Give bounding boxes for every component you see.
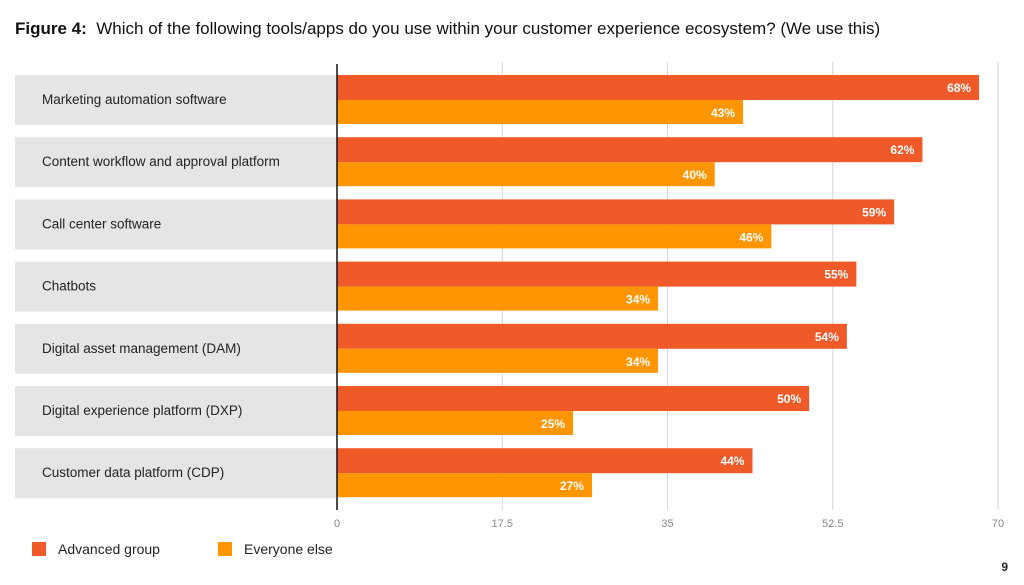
page-number: 9 xyxy=(1001,560,1008,574)
category-label: Customer data platform (CDP) xyxy=(42,465,224,480)
bar-advanced xyxy=(337,323,847,349)
figure-question: Which of the following tools/apps do you… xyxy=(96,19,881,38)
category-label-box xyxy=(15,199,337,250)
data-label: 68% xyxy=(947,81,971,95)
data-label: 46% xyxy=(739,230,763,244)
legend-label-everyone: Everyone else xyxy=(244,541,333,557)
bar-everyone-else xyxy=(337,286,659,311)
data-label: 43% xyxy=(711,106,735,120)
data-label: 59% xyxy=(862,205,886,219)
figure-title: Figure 4: Which of the following tools/a… xyxy=(15,19,880,39)
category-label-box xyxy=(15,386,337,436)
category-label-box xyxy=(15,323,337,374)
x-tick-label: 35 xyxy=(661,518,673,530)
legend-label-advanced: Advanced group xyxy=(58,541,160,557)
x-tick-label: 52.5 xyxy=(822,518,843,530)
data-label: 27% xyxy=(560,479,584,493)
category-label-box xyxy=(15,448,337,499)
category-label: Call center software xyxy=(42,216,161,231)
bar-everyone-else xyxy=(337,473,592,498)
data-label: 54% xyxy=(815,330,839,344)
legend-item-advanced: Advanced group xyxy=(32,541,160,557)
data-label: 55% xyxy=(824,268,848,282)
bar-everyone-else xyxy=(337,348,659,373)
bar-everyone-else xyxy=(337,100,744,124)
x-tick-label: 70 xyxy=(992,518,1004,530)
bar-advanced xyxy=(337,448,753,474)
bar-everyone-else xyxy=(337,411,574,435)
category-label-box xyxy=(15,75,337,125)
data-label: 50% xyxy=(777,392,801,406)
figure-label: Figure 4: xyxy=(15,19,87,38)
bar-advanced xyxy=(337,75,980,100)
bar-everyone-else xyxy=(337,224,772,249)
category-label: Marketing automation software xyxy=(42,92,227,107)
legend-swatch-everyone xyxy=(218,542,232,556)
bar-advanced xyxy=(337,137,923,163)
category-label: Digital experience platform (DXP) xyxy=(42,403,242,418)
category-label: Digital asset management (DAM) xyxy=(42,341,241,356)
category-label-box xyxy=(15,261,337,312)
data-label: 40% xyxy=(683,168,707,182)
data-label: 34% xyxy=(626,293,650,307)
x-tick-label: 17.5 xyxy=(492,518,513,530)
data-label: 62% xyxy=(890,143,914,157)
bar-advanced xyxy=(337,199,895,225)
category-label: Chatbots xyxy=(42,279,96,294)
category-label-box xyxy=(15,137,337,188)
category-label: Content workflow and approval platform xyxy=(42,154,280,169)
bar-advanced xyxy=(337,386,810,411)
data-label: 44% xyxy=(720,454,744,468)
data-label: 25% xyxy=(541,417,565,431)
bar-advanced xyxy=(337,261,857,287)
legend-item-everyone: Everyone else xyxy=(218,541,333,557)
bar-everyone-else xyxy=(337,162,715,187)
legend-swatch-advanced xyxy=(32,542,46,556)
data-label: 34% xyxy=(626,355,650,369)
x-tick-label: 0 xyxy=(334,518,340,530)
